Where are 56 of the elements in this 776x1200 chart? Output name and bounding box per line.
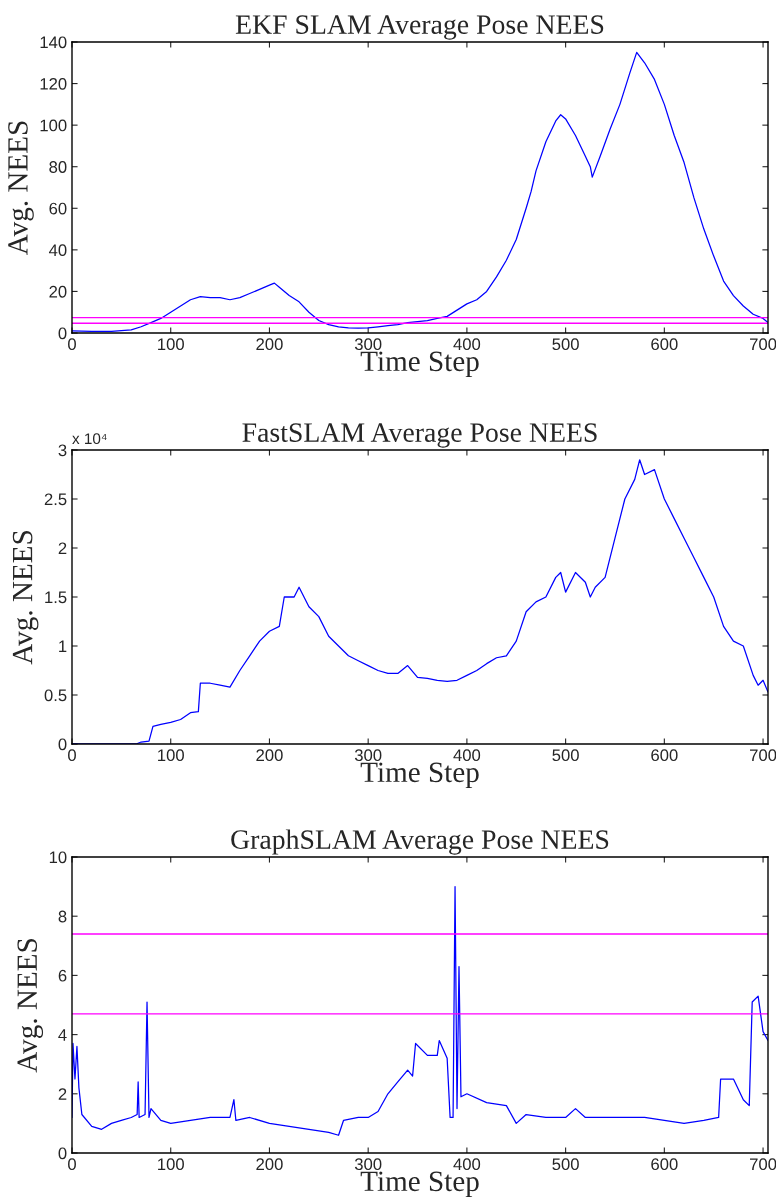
x-tick-label: 0 xyxy=(68,1158,76,1171)
x-tick-label: 400 xyxy=(453,338,481,351)
x-tick-label: 600 xyxy=(651,338,678,351)
y-axis-title: Avg. NEES xyxy=(17,939,44,1073)
text: x 10⁴ xyxy=(72,433,107,445)
y-tick-label: 0 xyxy=(58,738,67,751)
y-tick-label: 1.5 xyxy=(45,591,67,604)
y-tick-label: 4 xyxy=(58,1029,67,1041)
x-tick-label: 200 xyxy=(256,338,283,351)
x-tick-label: 300 xyxy=(354,1158,382,1171)
y-tick-label: 40 xyxy=(48,244,67,257)
x-tick-label: 700 xyxy=(750,1158,776,1171)
y-tick-label: 80 xyxy=(49,161,67,173)
x-tick-label: 100 xyxy=(158,338,184,351)
x-tick-label: 400 xyxy=(453,1158,481,1171)
y-tick-label: 20 xyxy=(49,285,67,298)
y-tick-label: 1 xyxy=(59,640,67,653)
x-tick-label: 400 xyxy=(453,749,481,762)
chart-title: EKF SLAM Average Pose NEES xyxy=(235,15,604,40)
x-tick-label: 700 xyxy=(750,338,776,351)
x-tick-label: 500 xyxy=(552,338,579,351)
x-tick-label: 500 xyxy=(552,1158,579,1171)
y-tick-label: 60 xyxy=(49,202,67,215)
x-tick-label: 100 xyxy=(158,749,184,762)
x-axis-title: Time Step xyxy=(360,1171,479,1198)
y-tick-label: 3 xyxy=(58,444,67,457)
x-tick-label: 700 xyxy=(750,749,776,762)
y-tick-label: 8 xyxy=(58,910,67,923)
y-tick-label: 6 xyxy=(58,969,67,982)
y-tick-label: 140 xyxy=(40,36,67,49)
line-series xyxy=(72,885,768,1136)
y-tick-label: 10 xyxy=(49,851,67,864)
x-tick-label: 0 xyxy=(68,338,76,351)
chart-title: FastSLAM Average Pose NEES xyxy=(242,423,597,448)
x-tick-label: 200 xyxy=(256,749,283,762)
y-tick-label: 0 xyxy=(58,327,67,340)
y-axis-title: Avg. NEES xyxy=(8,121,34,255)
y-tick-label: 0.5 xyxy=(44,689,67,702)
y-tick-label: 2 xyxy=(58,542,67,555)
x-tick-label: 100 xyxy=(158,1158,184,1171)
y-tick-label: 2 xyxy=(58,1088,67,1100)
x-tick-label: 300 xyxy=(354,749,382,762)
x-axis-title: Time Step xyxy=(360,351,479,378)
y-tick-label: 100 xyxy=(40,119,67,132)
y-tick-label: 0 xyxy=(58,1147,67,1160)
y-tick-label: 120 xyxy=(40,77,67,90)
x-tick-label: 600 xyxy=(651,749,678,762)
x-tick-label: 200 xyxy=(256,1158,283,1171)
x-tick-label: 300 xyxy=(354,338,382,351)
x-axis-title: Time Step xyxy=(360,762,479,789)
x-tick-label: 500 xyxy=(552,749,579,762)
y-tick-label: 2.5 xyxy=(44,493,67,506)
x-tick-label: 600 xyxy=(651,1158,678,1171)
y-axis-title: Avg. NEES xyxy=(12,531,39,665)
chart-title: GraphSLAM Average Pose NEES xyxy=(231,829,609,855)
x-tick-label: 0 xyxy=(68,749,76,762)
